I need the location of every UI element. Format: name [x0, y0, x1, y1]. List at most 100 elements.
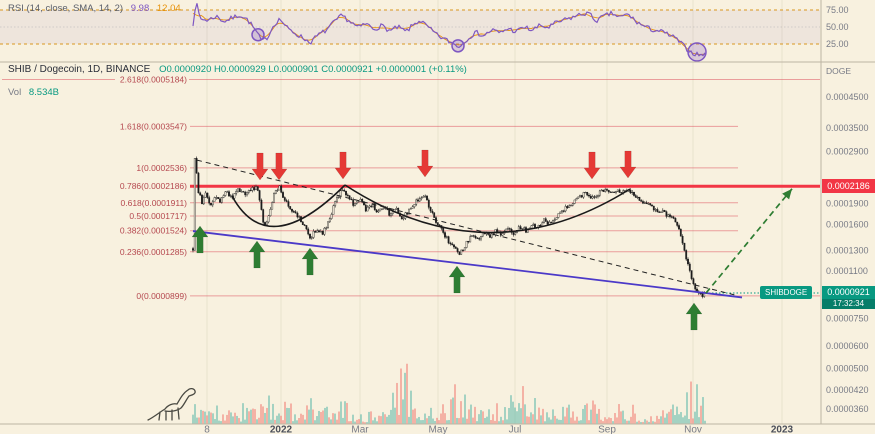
symbol-title: SHIB / Dogecoin, 1D, BINANCE	[8, 64, 151, 75]
volume-bar	[628, 420, 630, 424]
buy-signal-arrow[interactable]	[248, 240, 266, 269]
sell-signal-arrow[interactable]	[334, 151, 352, 180]
volume-bar	[358, 419, 360, 424]
buy-signal-arrow[interactable]	[301, 247, 319, 276]
volume-bar	[596, 413, 598, 424]
volume-bar	[454, 384, 456, 424]
volume-bar	[554, 415, 556, 424]
current-price-badge[interactable]: 0.0000921 17:32:34	[822, 285, 875, 309]
time-tick-label: Nov	[684, 425, 702, 434]
volume-bar	[242, 403, 244, 424]
volume-bar	[230, 412, 232, 424]
volume-bar	[486, 416, 488, 424]
volume-bar	[382, 412, 384, 424]
volume-legend[interactable]: Vol 8.534B	[8, 87, 59, 98]
volume-bar	[480, 410, 482, 424]
volume-bar	[322, 410, 324, 424]
descending-trendline[interactable]	[196, 159, 739, 297]
volume-bar	[642, 421, 644, 424]
rsi-oversold-circle[interactable]	[687, 42, 707, 62]
volume-bar	[618, 404, 620, 424]
volume-bar	[466, 418, 468, 424]
price-tick-label: 0.0000360	[826, 404, 869, 414]
volume-bar	[660, 416, 662, 424]
volume-bar	[498, 421, 500, 424]
volume-bar	[464, 394, 466, 424]
volume-bar	[200, 409, 202, 424]
volume-bar	[390, 409, 392, 424]
volume-bar	[630, 416, 632, 424]
price-tick-label: 0.0001100	[826, 266, 868, 276]
sell-signal-arrow[interactable]	[583, 151, 601, 180]
volume-bar	[584, 405, 586, 424]
symbol-tag[interactable]: SHIBDOGE	[760, 286, 813, 300]
buy-signal-arrow[interactable]	[448, 265, 466, 294]
rsi-oversold-circle[interactable]	[251, 27, 265, 42]
sell-signal-arrow[interactable]	[251, 152, 269, 181]
candlestick-series[interactable]	[192, 156, 820, 299]
rounding-pattern-curve[interactable]	[231, 184, 346, 228]
rsi-legend[interactable]: RSI (14, close, SMA, 14, 2) 9.98 12.04	[8, 3, 181, 14]
fib-label-bg	[115, 290, 189, 302]
buy-signal-arrow[interactable]	[685, 302, 703, 331]
volume-bar	[616, 417, 618, 424]
volume-bar	[676, 406, 678, 424]
volume-bar	[208, 411, 210, 424]
volume-bar	[492, 414, 494, 424]
volume-bar	[434, 421, 436, 424]
volume-bar	[626, 420, 628, 424]
sell-signal-arrow[interactable]	[619, 150, 637, 179]
rsi-value: 9.98	[130, 3, 150, 14]
volume-bar	[438, 420, 440, 424]
volume-bar	[368, 411, 370, 424]
support-trendline[interactable]	[192, 230, 743, 299]
rounding-pattern-curve[interactable]	[344, 184, 631, 234]
volume-bar	[558, 419, 560, 424]
fib-label-bg	[115, 120, 189, 132]
fib-label-bg	[115, 210, 189, 222]
volume-bar	[610, 418, 612, 424]
rsi-indicator[interactable]	[0, 3, 820, 62]
chart-drawings[interactable]	[147, 149, 793, 421]
buy-signal-arrow[interactable]	[191, 225, 209, 254]
volume-bar	[542, 408, 544, 424]
volume-bar	[290, 403, 292, 424]
alert-price-badge[interactable]: 0.0002186	[822, 179, 875, 194]
rsi-oversold-circle[interactable]	[451, 39, 465, 53]
volume-bar	[220, 421, 222, 424]
volume-bar	[350, 421, 352, 424]
sell-signal-arrow[interactable]	[270, 152, 288, 181]
volume-bar	[452, 397, 454, 424]
volume-bar	[694, 411, 696, 424]
volume-bar	[388, 414, 390, 424]
sell-signal-arrow[interactable]	[416, 149, 434, 178]
breakout-projection-arrow[interactable]	[705, 188, 793, 294]
volume-bar	[426, 418, 428, 424]
time-tick-label: Mar	[351, 425, 369, 434]
volume-bar	[240, 421, 242, 424]
fib-level-label: 0.5(0.0001717)	[129, 211, 187, 221]
price-tick-label: 0.0004500	[826, 92, 869, 102]
volume-bar	[614, 413, 616, 424]
volume-bar	[224, 420, 226, 424]
dino-doodle[interactable]	[147, 387, 196, 421]
fib-retracement-tool[interactable]: 2.618(0.0005184) 1.618(0.0003547) 1(0.0002…	[2, 74, 820, 302]
volume-bar	[268, 395, 270, 424]
volume-bar	[298, 418, 300, 424]
volume-bar	[702, 397, 704, 424]
fib-label-bg	[115, 162, 189, 174]
volume-bar	[314, 420, 316, 424]
volume-bar	[418, 416, 420, 424]
volume-series[interactable]	[192, 363, 706, 424]
volume-bar	[504, 407, 506, 424]
volume-bar	[528, 416, 530, 424]
volume-bar	[456, 417, 458, 424]
ohlc-values: O0.0000920 H0.0000929 L0.0000901 C0.0000…	[159, 64, 467, 75]
volume-bar	[598, 408, 600, 424]
symbol-legend[interactable]: SHIB / Dogecoin, 1D, BINANCE O0.0000920 …	[8, 64, 467, 75]
volume-bar	[234, 412, 236, 424]
volume-bar	[544, 421, 546, 424]
volume-bar	[594, 404, 596, 424]
